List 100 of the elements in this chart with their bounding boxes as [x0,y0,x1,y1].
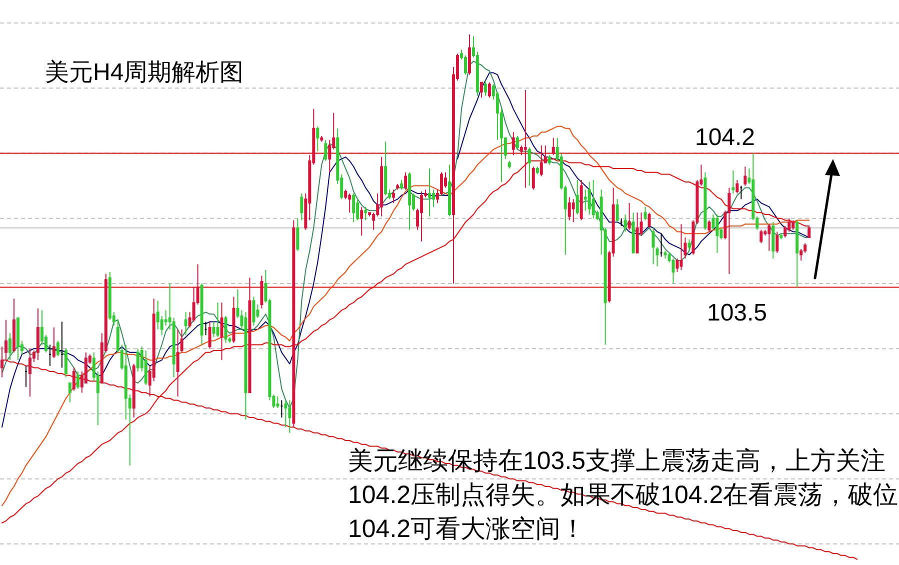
candlestick [628,202,631,230]
candlestick [132,363,136,418]
candlestick [248,277,252,394]
candlestick [576,180,579,216]
candlestick [384,141,388,196]
candlestick [768,224,771,252]
candlestick [208,321,212,350]
candlestick [660,233,663,258]
candlestick [76,371,80,390]
candlestick [744,166,747,186]
candlestick [656,246,659,267]
candlestick [648,212,651,228]
candlestick [796,220,799,288]
candlestick [12,298,16,353]
candlestick [136,348,140,372]
candlestick [24,365,28,388]
candlestick [64,348,68,378]
candlestick [184,312,188,336]
candlestick [244,312,248,420]
ref-line-label: 104.2 [694,124,756,152]
candlestick [480,82,483,98]
candlestick [512,132,515,156]
candlestick [404,172,408,190]
candlestick [36,308,40,361]
candlestick [60,321,64,368]
candlestick [780,233,783,240]
candlestick [144,350,148,386]
candlestick [636,212,639,254]
text: 美元H4周期解析图 [45,59,244,86]
candlestick [688,238,691,252]
candlestick [468,34,471,76]
candlestick [204,321,208,336]
candlestick [380,156,384,217]
candlestick [392,189,396,204]
candlestick [72,367,76,392]
candlestick [484,80,487,96]
candlestick [200,282,204,346]
candlestick [320,135,324,142]
candlestick [232,296,236,344]
candlestick [680,224,683,271]
candlestick [216,302,220,338]
candlestick [808,226,811,238]
candlestick [488,82,491,98]
candlestick [624,214,627,232]
candlestick [396,183,400,190]
candlestick [540,145,543,177]
candlestick [588,181,591,216]
candlestick [620,218,623,226]
candlestick [508,160,511,170]
candlestick [252,296,256,326]
candlestick [548,154,551,166]
candlestick [276,396,280,408]
ref-line-label: 103.5 [706,299,768,326]
candlestick [536,166,539,175]
candlestick [728,187,731,274]
candlestick [616,198,619,223]
candlestick [292,220,296,428]
candlestick [684,236,687,260]
candlestick [300,192,304,221]
candlestick [280,400,284,418]
candlestick [28,348,32,397]
candlestick [296,218,300,252]
candlestick [48,344,52,366]
candlestick [532,166,535,190]
candlestick [708,220,711,232]
candlestick [324,139,328,162]
candlestick [180,328,184,353]
candlestick [220,302,224,361]
candlestick [664,250,667,260]
candlestick [568,196,571,221]
candlestick [448,164,451,217]
candlestick [408,172,412,230]
candlestick [716,214,719,254]
candlestick [52,327,56,359]
candlestick [572,198,575,223]
candlestick [580,180,583,221]
candlestick [632,212,635,254]
candlestick [16,317,20,361]
candlestick [68,382,72,403]
candlestick [316,126,320,152]
candlestick [592,180,595,219]
candlestick [772,222,775,260]
candlestick [0,346,4,378]
candlestick [732,170,735,194]
candlestick [740,185,743,200]
candlestick [704,172,707,230]
candlestick [260,275,264,309]
candlestick [56,340,60,357]
candlestick [348,192,352,214]
candlestick [644,206,647,221]
candlestick [420,191,424,242]
candlestick [8,332,12,361]
candlestick [428,168,432,217]
candlestick [524,90,527,188]
candlestick [652,227,655,265]
candlestick [792,220,795,230]
candlestick [400,180,404,190]
candlestick [364,206,368,221]
candlestick [288,400,292,434]
candlestick [360,206,364,236]
